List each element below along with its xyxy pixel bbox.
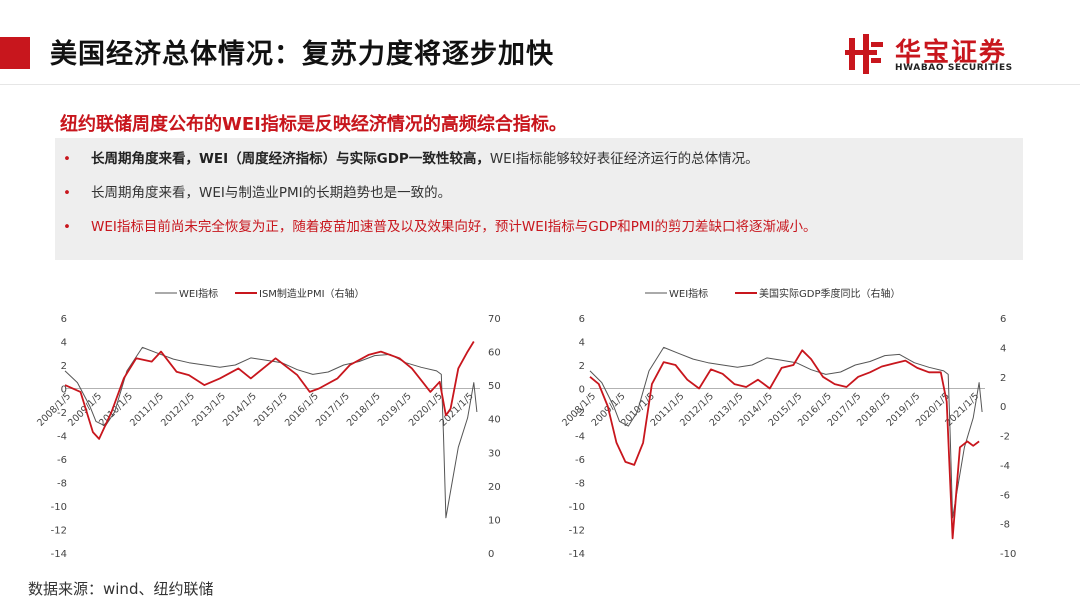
y-tick-label: -10 [51,502,67,513]
wei-vs-gdp-chart: 6420-2-4-6-8-10-12-146420-2-4-6-8-102008… [560,287,1016,560]
y-tick-label: -14 [569,549,585,560]
y-tick-label: -10 [569,502,585,513]
y2-tick-label: 70 [488,314,501,325]
data-source: 数据来源：wind、纽约联储 [28,580,214,598]
header-divider [0,84,1080,85]
series-line-2 [589,349,980,540]
y-tick-label: -4 [575,432,585,443]
wei-vs-pmi-chart: 6420-2-4-6-8-10-12-147060504030201002008… [35,287,501,560]
bullet-2: • 长周期角度来看，WEI与制造业PMI的长期趋势也是一致的。 [63,181,451,201]
y2-tick-label: 2 [1000,373,1006,384]
page-title: 美国经济总体情况：复苏力度将逐步加快 [50,39,554,70]
hwabao-logo-icon [845,34,883,74]
y2-tick-label: 0 [488,549,494,560]
bullet-3-text: WEI指标目前尚未完全恢复为正，随着疫苗加速普及以及效果向好，预计WEI指标与G… [91,219,817,235]
y-tick-label: -8 [57,479,67,490]
y-tick-label: 4 [61,338,67,349]
section-subtitle: 纽约联储周度公布的WEI指标是反映经济情况的高频综合指标。 [60,114,567,135]
y-tick-label: -8 [575,479,585,490]
y2-tick-label: 60 [488,348,501,359]
y2-tick-label: 0 [1000,402,1006,413]
y2-tick-label: 4 [1000,343,1006,354]
bullet-1-text: WEI指标能够较好表征经济运行的总体情况。 [489,151,759,167]
y-tick-label: 0 [579,385,585,396]
legend-label-1: WEI指标 [669,287,708,300]
y2-tick-label: 10 [488,515,501,526]
y-tick-label: -6 [575,455,585,466]
y-tick-label: 4 [579,338,585,349]
y-tick-label: 6 [579,314,585,325]
y-tick-label: 0 [61,385,67,396]
y2-tick-label: 30 [488,448,501,459]
y2-tick-label: 40 [488,415,501,426]
series-line-1 [589,346,983,519]
y-tick-label: -14 [51,549,67,560]
legend-label-2: 美国实际GDP季度同比（右轴） [759,287,900,300]
legend-label-1: WEI指标 [179,287,218,300]
y-tick-label: 6 [61,314,67,325]
bullet-box: • 长周期角度来看，WEI（周度经济指标）与实际GDP一致性较高，WEI指标能够较… [55,138,1023,260]
y-tick-label: 2 [61,361,67,372]
y-tick-label: 2 [579,361,585,372]
bullet-marker: • [63,151,71,167]
y-tick-label: -12 [569,526,585,537]
y2-tick-label: -6 [1000,490,1010,501]
bullet-1-bold: 长周期角度来看，WEI（周度经济指标）与实际GDP一致性较高， [91,151,490,167]
bullet-2-text: 长周期角度来看，WEI与制造业PMI的长期趋势也是一致的。 [91,185,452,201]
series-line-1 [64,346,478,519]
y2-tick-label: 50 [488,381,501,392]
bullet-marker: • [63,185,71,201]
logo-text-cn: 华宝证券 [895,38,1008,68]
y-tick-label: -2 [57,408,67,419]
y2-tick-label: -4 [1000,461,1010,472]
bullet-marker: • [63,219,71,235]
bullet-1: • 长周期角度来看，WEI（周度经济指标）与实际GDP一致性较高，WEI指标能够较… [63,147,759,167]
y-tick-label: -2 [575,408,585,419]
y2-tick-label: 20 [488,482,501,493]
y-tick-label: -12 [51,526,67,537]
logo-text-en: HWABAO SECURITIES [895,63,1013,73]
y2-tick-label: -10 [1000,549,1016,560]
y2-tick-label: -2 [1000,432,1010,443]
y-tick-label: -4 [57,432,67,443]
legend-label-2: ISM制造业PMI（右轴） [259,287,365,300]
title-accent-bar [0,37,30,69]
series-line-2 [64,341,475,440]
company-logo: 华宝证券 HWABAO SECURITIES [845,32,1045,77]
y2-tick-label: 6 [1000,314,1006,325]
y2-tick-label: -8 [1000,520,1010,531]
y-tick-label: -6 [57,455,67,466]
bullet-3: • WEI指标目前尚未完全恢复为正，随着疫苗加速普及以及效果向好，预计WEI指标与… [63,215,817,235]
